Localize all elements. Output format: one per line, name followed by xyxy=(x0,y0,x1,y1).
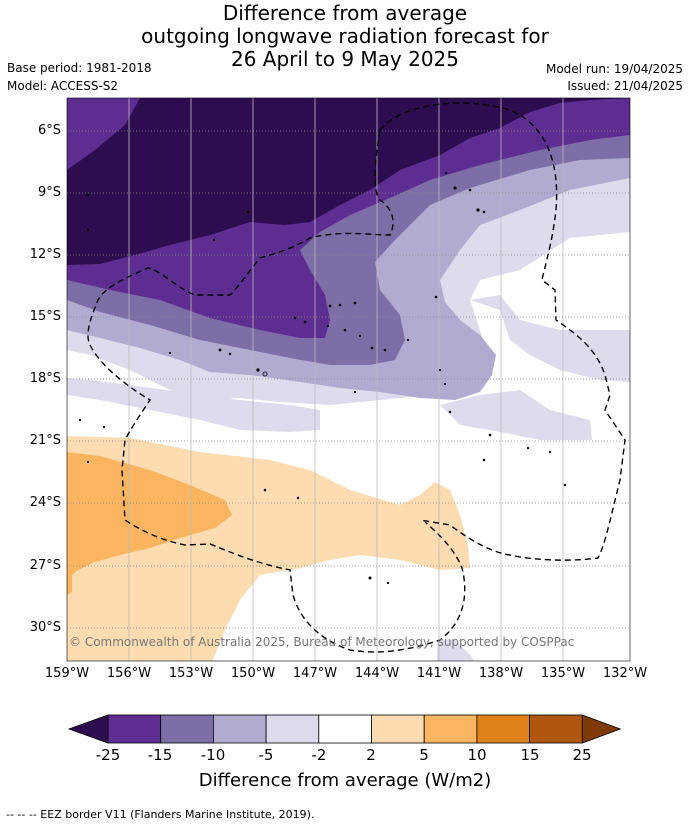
y-tick-label: 27°S xyxy=(29,558,61,573)
colorbar xyxy=(67,714,622,744)
x-tick-label: 156°W xyxy=(106,666,152,681)
colorbar-label: -15 xyxy=(147,746,173,764)
x-tick-label: 138°W xyxy=(478,666,524,681)
colorbar-swatch xyxy=(265,714,320,744)
colorbar-swatch xyxy=(107,714,162,744)
eez-footnote: -- -- -- EEZ border V11 (Flanders Marine… xyxy=(6,808,315,821)
chart-title-line1: Difference from average xyxy=(222,1,468,25)
x-tick-label: 135°W xyxy=(540,666,586,681)
y-tick-label: 21°S xyxy=(29,433,61,448)
x-tick-label: 141°W xyxy=(416,666,462,681)
colorbar-label: 25 xyxy=(572,746,592,764)
x-tick-label: 159°W xyxy=(44,666,90,681)
colorbar-label: 15 xyxy=(520,746,540,764)
y-tick-label: 15°S xyxy=(29,309,61,324)
issued-label: Issued: 21/04/2025 xyxy=(567,79,683,93)
colorbar-swatch xyxy=(371,714,425,744)
colorbar-label: -25 xyxy=(95,746,121,764)
x-tick-label: 150°W xyxy=(230,666,276,681)
y-tick-label: 6°S xyxy=(37,123,61,138)
colorbar-swatch xyxy=(476,714,530,744)
y-tick-label: 30°S xyxy=(29,620,61,635)
copyright-notice: © Commonwealth of Australia 2025, Bureau… xyxy=(69,635,575,649)
chart-title-line3: 26 April to 9 May 2025 xyxy=(231,47,459,71)
colorbar-extend-low xyxy=(67,714,109,744)
x-tick-label: 144°W xyxy=(354,666,400,681)
colorbar-label: -5 xyxy=(258,746,274,764)
colorbar-swatch xyxy=(423,714,478,744)
colorbar-label: 10 xyxy=(467,746,487,764)
islands xyxy=(78,172,567,585)
chart-title-line2: outgoing longwave radiation forecast for xyxy=(141,24,549,48)
eez-borders xyxy=(87,102,626,653)
colorbar-label: 2 xyxy=(366,746,376,764)
colorbar-swatch xyxy=(529,714,583,744)
y-tick-label: 12°S xyxy=(29,247,61,262)
colorbar-title: Difference from average (W/m2) xyxy=(198,770,492,791)
model-run-label: Model run: 19/04/2025 xyxy=(545,62,683,76)
x-tick-label: 147°W xyxy=(292,666,338,681)
x-tick-label: 153°W xyxy=(168,666,214,681)
x-tick-label: 132°W xyxy=(602,666,648,681)
colorbar-swatch xyxy=(160,714,214,744)
anomaly-region-below-neg25 xyxy=(67,98,630,265)
base-period-label: Base period: 1981-2018 xyxy=(7,61,152,75)
colorbar-label: -2 xyxy=(311,746,327,764)
colorbar-label: -10 xyxy=(200,746,226,764)
anomaly-region-5-to-10 xyxy=(67,452,232,575)
colorbar-swatch xyxy=(318,714,372,744)
colorbar-label: 5 xyxy=(419,746,429,764)
gridlines xyxy=(67,130,630,629)
colorbar-swatch xyxy=(212,714,267,744)
y-tick-label: 18°S xyxy=(29,371,61,386)
colorbar-extend-high xyxy=(581,714,622,744)
model-label: Model: ACCESS-S2 xyxy=(7,79,119,93)
y-tick-label: 24°S xyxy=(29,495,61,510)
y-tick-label: 9°S xyxy=(37,185,61,200)
